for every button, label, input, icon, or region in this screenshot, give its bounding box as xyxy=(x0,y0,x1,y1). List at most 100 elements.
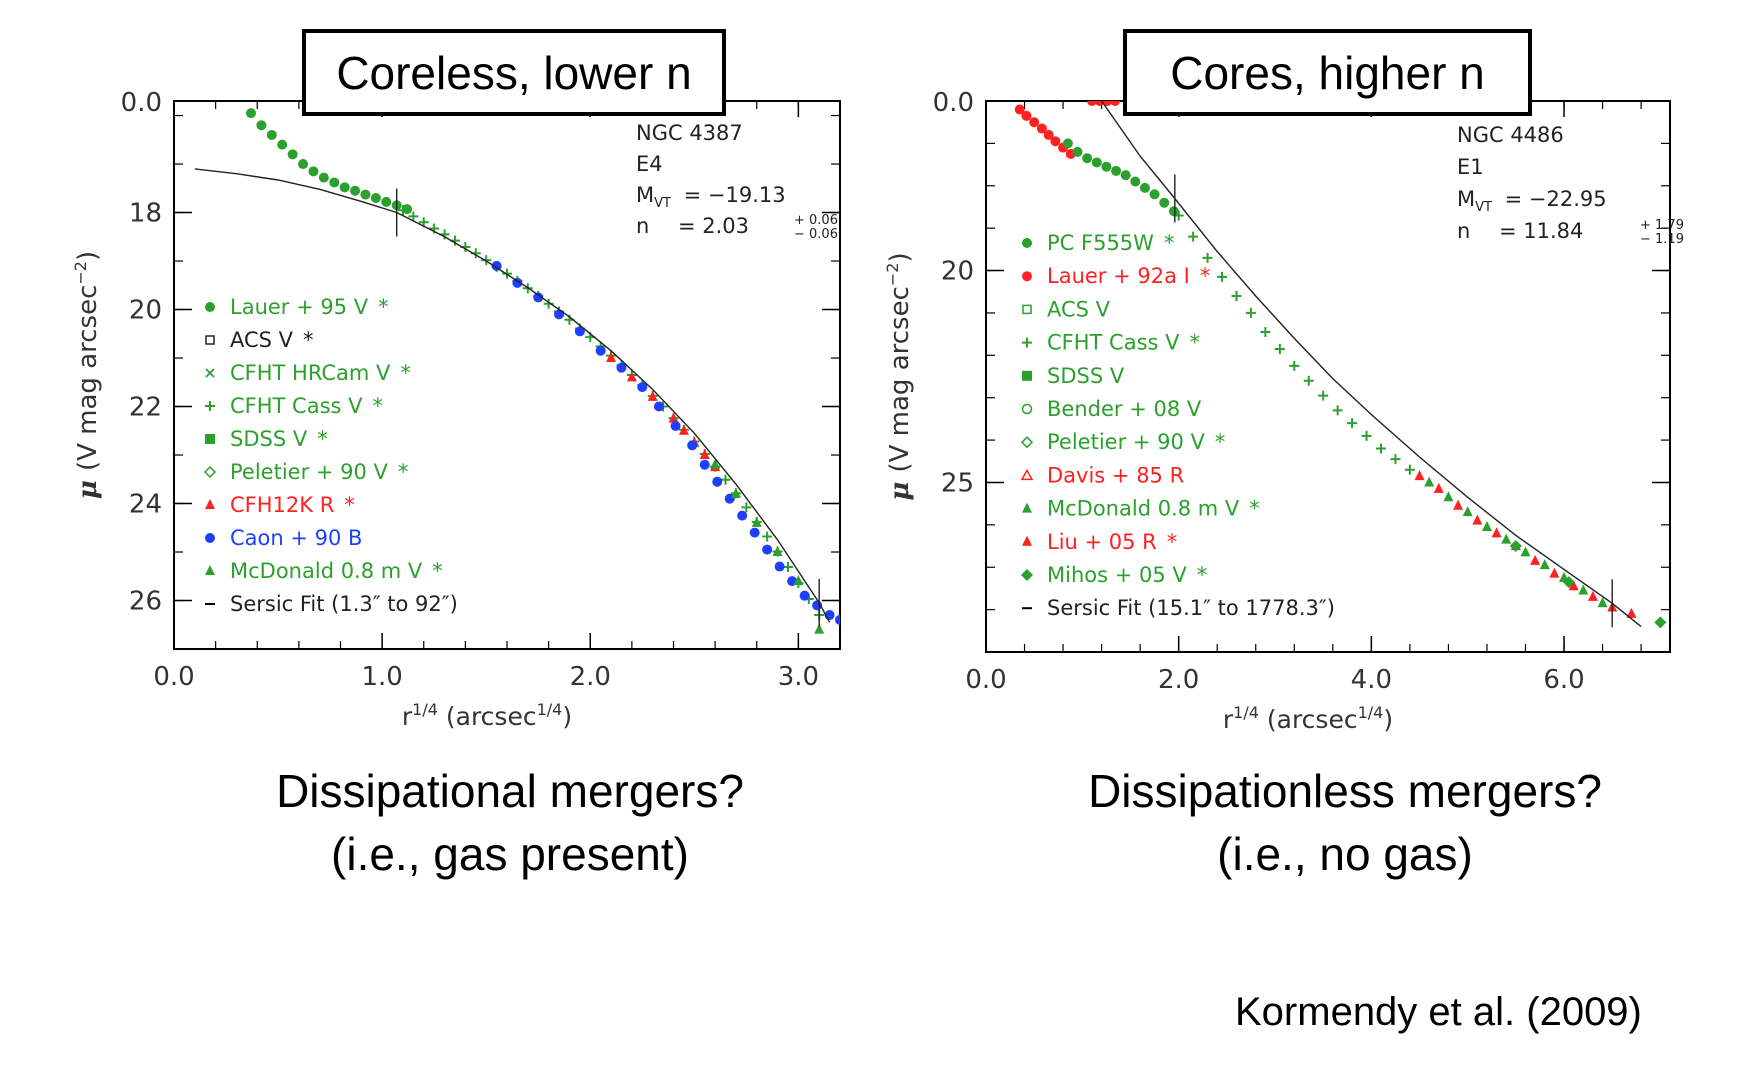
data-point xyxy=(1130,176,1141,187)
legend-marker xyxy=(1022,304,1032,315)
data-point xyxy=(1361,430,1372,441)
legend-marker xyxy=(1020,468,1034,481)
y-axis-label: μ (V mag arcsec−2) xyxy=(883,252,915,500)
x-axis-label: r1/4 (arcsec1/4) xyxy=(1223,703,1393,734)
galaxy-name: NGC 4387 xyxy=(636,121,743,145)
data-point xyxy=(1587,590,1598,601)
legend-label: ACS V xyxy=(1047,297,1111,321)
x-axis-label-part: ) xyxy=(562,702,572,731)
data-point xyxy=(1626,607,1637,618)
data-point xyxy=(1491,527,1502,538)
absolute-mag: MVT = −22.95 xyxy=(1457,187,1607,215)
data-point xyxy=(381,196,392,207)
legend-marker xyxy=(205,565,215,575)
data-point xyxy=(720,474,731,485)
legend-marker xyxy=(1022,535,1032,546)
x-axis-label-part: (arcsec xyxy=(438,702,537,731)
y-tick-label: 20 xyxy=(941,257,974,287)
data-point xyxy=(793,575,804,586)
legend-star: * xyxy=(1190,331,1201,355)
legend-label: Bender + 08 V xyxy=(1047,397,1202,421)
sersic-fit-line xyxy=(194,168,831,623)
data-point xyxy=(762,544,773,555)
x-tick-label: 1.0 xyxy=(361,662,402,692)
y-tick-label: 22 xyxy=(129,393,162,423)
data-point xyxy=(835,614,840,625)
series-mcdonald-0-8-m-v xyxy=(710,458,825,634)
data-point xyxy=(772,546,783,557)
data-point xyxy=(1390,454,1401,465)
series-caon-90-b xyxy=(491,260,840,625)
data-point xyxy=(699,449,710,460)
chart-title: Coreless, lower n xyxy=(336,47,691,99)
y-axis-label-close: ) xyxy=(885,252,915,262)
data-point xyxy=(554,309,565,320)
y-tick-label-top: 0.0 xyxy=(121,88,162,118)
data-point xyxy=(533,292,544,303)
data-point xyxy=(595,345,606,356)
legend-label: Caon + 90 B xyxy=(230,526,362,550)
legend-star: * xyxy=(373,394,384,418)
data-point xyxy=(1433,482,1444,493)
series-lauer-95-v xyxy=(246,108,413,215)
absolute-mag-value: = −22.95 xyxy=(1498,187,1607,211)
data-point xyxy=(741,502,752,513)
legend-star: * xyxy=(378,295,389,319)
x-tick-label: 2.0 xyxy=(570,662,611,692)
legend-star: * xyxy=(400,361,411,385)
legend-marker xyxy=(1022,370,1032,381)
x-tick-label: 6.0 xyxy=(1543,665,1584,695)
data-point xyxy=(1159,197,1170,208)
legend-label: CFHT Cass V * xyxy=(1047,331,1200,355)
legend-label: Peletier + 90 V * xyxy=(1047,430,1225,454)
data-point xyxy=(1168,206,1179,217)
data-point xyxy=(1260,326,1271,337)
sersic-index-value: = 11.84 xyxy=(1492,219,1583,243)
legend-star: * xyxy=(1164,231,1175,255)
legend-star: * xyxy=(1200,264,1211,288)
x-axis-label-part: 1/4 xyxy=(412,700,438,719)
chart-title: Cores, higher n xyxy=(1170,47,1485,99)
data-point xyxy=(1303,375,1314,386)
data-point xyxy=(653,401,664,412)
data-point xyxy=(799,590,810,601)
data-point xyxy=(1318,390,1329,401)
data-point xyxy=(1188,231,1199,242)
legend-label: ACS V * xyxy=(230,328,314,352)
morph-type: E4 xyxy=(636,152,663,176)
legend-label: Lauer + 92a I * xyxy=(1047,264,1210,288)
data-point xyxy=(339,182,350,193)
y-axis-mu: μ xyxy=(885,473,915,501)
data-point xyxy=(318,172,329,183)
series-main-profile xyxy=(397,205,825,621)
y-axis-label-close: ) xyxy=(73,251,103,261)
right-caption-line1: Dissipationless mergers? xyxy=(1088,765,1602,817)
data-point xyxy=(266,129,277,140)
sersic-index-err-plus: + 1.79 xyxy=(1640,218,1684,233)
data-point xyxy=(491,260,502,271)
legend-label: PC F555W * xyxy=(1047,231,1174,255)
data-point xyxy=(1289,360,1300,371)
data-point xyxy=(699,459,710,470)
legend-marker xyxy=(1022,238,1032,248)
data-point xyxy=(277,139,288,150)
data-point xyxy=(1347,418,1358,429)
x-axis-label-part: 1/4 xyxy=(1233,703,1259,722)
data-point xyxy=(1414,470,1425,481)
x-tick-label: 3.0 xyxy=(778,662,819,692)
legend-star: * xyxy=(1197,563,1208,587)
y-axis-mu: μ xyxy=(73,471,103,499)
data-point xyxy=(678,424,689,435)
data-point xyxy=(1462,506,1473,517)
data-point xyxy=(1549,567,1560,578)
data-point xyxy=(774,561,785,572)
data-point xyxy=(606,352,617,363)
legend-marker xyxy=(205,499,215,509)
legend-label: SDSS V * xyxy=(230,427,328,451)
legend-marker xyxy=(205,533,215,543)
data-point xyxy=(737,510,748,521)
right-caption-line2: (i.e., no gas) xyxy=(1217,828,1473,880)
absolute-mag-value: = −19.13 xyxy=(677,183,786,207)
sersic-index: n = 11.84 xyxy=(1457,219,1583,243)
legend-star: * xyxy=(1215,430,1226,454)
